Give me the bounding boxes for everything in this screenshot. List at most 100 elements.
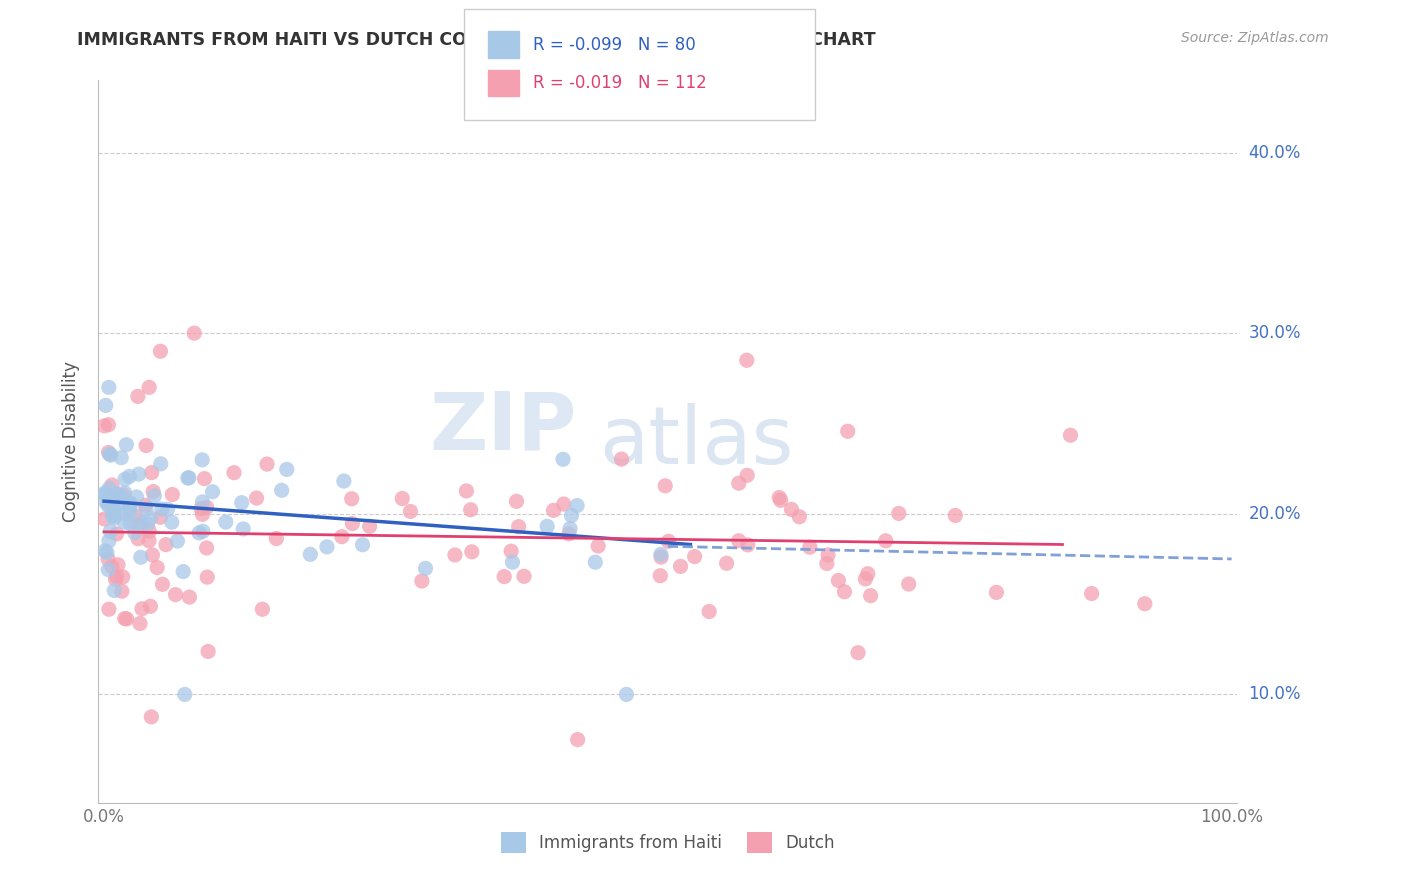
Point <box>114 485 136 500</box>
Point <box>1080 586 1102 600</box>
Text: 20.0%: 20.0% <box>1249 505 1301 523</box>
Point <box>172 565 194 579</box>
Point <box>114 472 136 486</box>
Point <box>567 732 589 747</box>
Point <box>815 557 838 571</box>
Point <box>270 483 292 498</box>
Point <box>135 502 157 516</box>
Point <box>120 516 142 531</box>
Point <box>650 568 672 582</box>
Point <box>156 502 179 516</box>
Point <box>115 612 138 626</box>
Point <box>887 507 910 521</box>
Point <box>855 572 877 586</box>
Point <box>149 457 172 471</box>
Point <box>1059 428 1081 442</box>
Point <box>856 566 879 581</box>
Point <box>177 471 200 485</box>
Point <box>391 491 413 506</box>
Point <box>827 574 849 588</box>
Point <box>155 538 177 552</box>
Point <box>197 644 219 658</box>
Point <box>513 569 536 583</box>
Point <box>231 496 253 510</box>
Point <box>129 516 152 530</box>
Point <box>333 474 356 488</box>
Point <box>141 548 163 562</box>
Point <box>97 602 120 616</box>
Point <box>191 524 214 539</box>
Point <box>98 524 121 539</box>
Point <box>100 448 122 462</box>
Point <box>103 508 125 522</box>
Point <box>256 457 278 471</box>
Point <box>150 502 173 516</box>
Point <box>105 569 128 583</box>
Point <box>103 505 125 519</box>
Point <box>134 499 156 513</box>
Point <box>104 572 127 586</box>
Point <box>340 491 363 506</box>
Text: 30.0%: 30.0% <box>1249 324 1301 343</box>
Point <box>875 533 897 548</box>
Point <box>195 570 218 584</box>
Text: R = -0.099   N = 80: R = -0.099 N = 80 <box>533 36 696 54</box>
Point <box>124 509 146 524</box>
Point <box>127 519 149 533</box>
Point <box>735 353 758 368</box>
Point <box>98 481 121 495</box>
Point <box>139 511 162 525</box>
Point <box>98 447 121 461</box>
Point <box>138 533 160 548</box>
Point <box>138 380 160 394</box>
Point <box>1133 597 1156 611</box>
Point <box>846 646 869 660</box>
Point <box>108 496 131 510</box>
Point <box>359 519 381 533</box>
Text: ZIP: ZIP <box>429 388 576 467</box>
Point <box>232 522 254 536</box>
Point <box>444 548 467 562</box>
Point <box>97 417 120 432</box>
Point <box>897 577 920 591</box>
Point <box>558 526 581 541</box>
Point <box>610 452 633 467</box>
Point <box>118 505 141 519</box>
Point <box>460 502 482 516</box>
Point <box>245 491 267 505</box>
Point <box>149 344 172 359</box>
Point <box>118 497 141 511</box>
Point <box>657 534 679 549</box>
Point <box>735 468 758 483</box>
Text: Source: ZipAtlas.com: Source: ZipAtlas.com <box>1181 31 1329 45</box>
Point <box>943 508 966 523</box>
Point <box>505 494 527 508</box>
Point <box>103 583 125 598</box>
Point <box>560 508 582 523</box>
Y-axis label: Cognitive Disability: Cognitive Disability <box>62 361 80 522</box>
Point <box>160 515 183 529</box>
Point <box>299 547 322 561</box>
Point <box>456 483 478 498</box>
Point <box>565 499 588 513</box>
Point <box>93 486 115 500</box>
Point <box>683 549 706 564</box>
Point <box>195 541 218 555</box>
Point <box>118 469 141 483</box>
Point <box>112 488 135 502</box>
Point <box>650 548 672 562</box>
Point <box>96 545 118 559</box>
Point <box>105 488 128 502</box>
Point <box>650 550 672 565</box>
Point <box>461 545 484 559</box>
Point <box>93 418 115 433</box>
Point <box>114 611 136 625</box>
Point <box>191 495 214 509</box>
Point <box>716 556 738 570</box>
Point <box>107 558 129 572</box>
Point <box>501 544 523 558</box>
Point <box>342 516 364 531</box>
Point <box>780 502 803 516</box>
Point <box>97 445 120 459</box>
Point <box>110 490 132 504</box>
